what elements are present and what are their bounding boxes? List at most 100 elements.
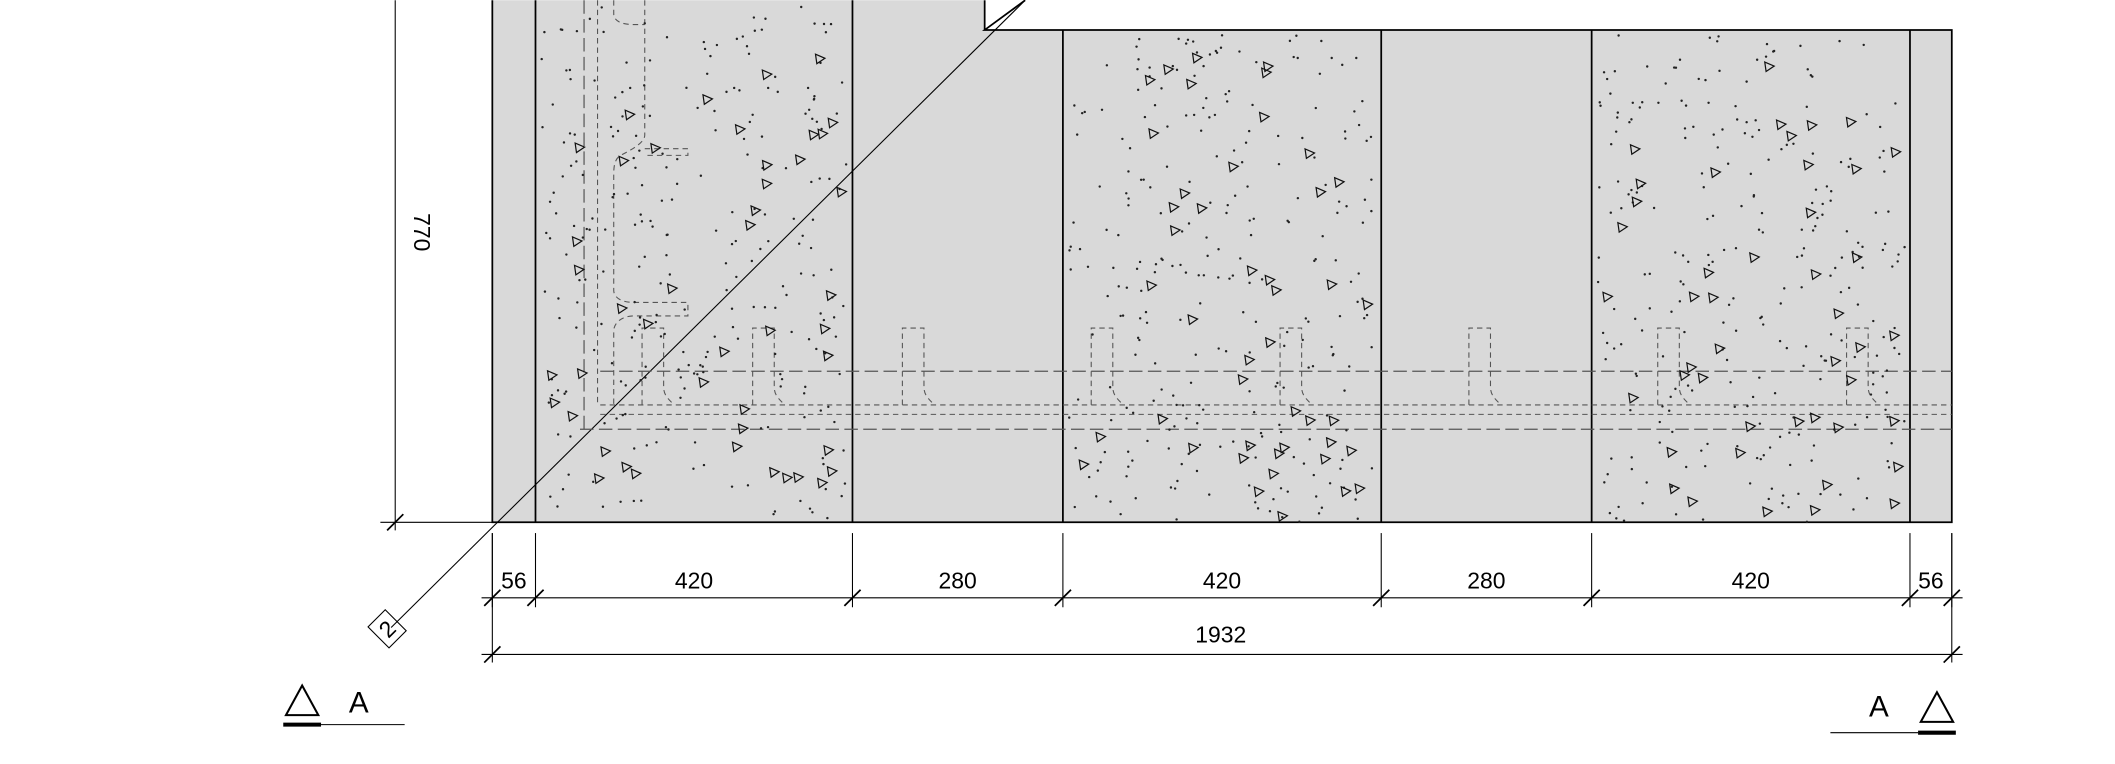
aggregate-dot [1094, 495, 1098, 498]
aggregate-dot [731, 210, 734, 214]
aggregate-dot [1862, 43, 1865, 47]
aggregate-stone [702, 93, 714, 106]
aggregate-dot [1746, 404, 1749, 408]
aggregate-stone [761, 159, 774, 172]
aggregate-stone [1179, 188, 1191, 200]
aggregate-dot [1121, 137, 1124, 141]
aggregate-stone [616, 302, 629, 315]
aggregate-dot [1345, 429, 1348, 432]
hidden-rib [1279, 327, 1313, 406]
aggregate-dot [818, 177, 821, 180]
aggregate-dot [1829, 199, 1832, 202]
aggregate-dot [1770, 487, 1774, 490]
aggregate-dot [679, 396, 682, 399]
ribs [641, 327, 1880, 406]
aggregate-dot [1711, 260, 1714, 264]
aggregate-stone [1253, 486, 1266, 498]
aggregate-dot [1616, 111, 1620, 114]
aggregate-dot [1231, 274, 1235, 277]
aggregate-stone [1707, 292, 1720, 304]
aggregate-dot [844, 163, 848, 166]
aggregate-dot [1682, 283, 1685, 286]
aggregate-dot [809, 246, 813, 250]
aggregate-dot [551, 103, 554, 106]
aggregate-dot [569, 77, 572, 81]
aggregate-dot [540, 57, 543, 61]
aggregate-dot [801, 234, 804, 237]
aggregate-dot [619, 380, 623, 383]
aggregate-dot [1176, 479, 1179, 483]
aggregate-stone [1346, 445, 1358, 457]
aggregate-dot [785, 293, 788, 297]
aggregate-dot [1314, 258, 1317, 261]
aggregate-dot [1598, 186, 1601, 189]
aggregate-dot [1317, 512, 1321, 515]
aggregate-dot [1244, 141, 1248, 144]
aggregate-dot [1614, 130, 1618, 133]
aggregate-dot [699, 364, 702, 367]
aggregate-dot [562, 141, 566, 144]
aggregate-dot [1617, 34, 1620, 37]
aggregate-stone [750, 204, 762, 217]
aggregate-dot [692, 467, 695, 470]
aggregate-dot [573, 133, 576, 136]
aggregate-dot [1839, 160, 1843, 164]
aggregate-stone [814, 53, 827, 65]
aggregate-stone [1679, 369, 1691, 382]
aggregate-dot [568, 68, 572, 72]
aggregate-dot [1168, 428, 1171, 431]
aggregate-dot [572, 224, 576, 228]
aggregate-dot [772, 512, 775, 516]
aggregate-stone [1735, 447, 1747, 459]
aggregate-dot [552, 191, 555, 194]
aggregate-dot [1288, 39, 1292, 43]
aggregate-dot [1759, 457, 1763, 461]
aggregate-dot [1171, 264, 1174, 268]
aggregate-dot [1247, 445, 1250, 448]
aggregate-dot [1757, 228, 1761, 231]
aggregate-stone [1237, 373, 1250, 386]
aggregate-dot [1334, 259, 1337, 262]
aggregate-dot [1887, 466, 1891, 469]
aggregate-dot [1646, 65, 1649, 68]
section-marker-right: A [1830, 690, 1956, 735]
aggregate-dot [1320, 506, 1324, 509]
aggregate-stone [744, 219, 757, 232]
aggregate-stone [576, 367, 589, 380]
aggregate-dot [554, 212, 558, 215]
aggregate-dot [632, 499, 636, 503]
aggregate-dot [1628, 120, 1631, 124]
aggregate-stone [769, 466, 781, 479]
aggregate-dot [1283, 344, 1286, 348]
aggregate-dot [1797, 433, 1801, 436]
aggregate-dot [745, 45, 749, 48]
aggregate-dot [633, 329, 636, 333]
aggregate-dot [665, 166, 668, 169]
aggregate-dot [640, 220, 644, 223]
aggregate-dot [1247, 484, 1251, 487]
aggregate-stone [1845, 374, 1858, 387]
aggregate-dot [628, 86, 632, 90]
aggregate-dot [1886, 459, 1889, 463]
aggregate-dot [1205, 236, 1208, 239]
aggregate-dot [1674, 387, 1677, 391]
aggregate-stone [827, 117, 839, 129]
aggregate-dot [829, 22, 833, 26]
aggregate-dot [1878, 156, 1881, 159]
aggregate-stone [1270, 284, 1283, 297]
aggregate-dot [779, 385, 782, 388]
aggregate-stone [1258, 111, 1271, 123]
aggregate-dot [1343, 389, 1346, 392]
aggregate-dot [713, 109, 716, 113]
aggregate-dot [1612, 347, 1616, 350]
aggregate-dot [1260, 435, 1264, 438]
aggregate-dot [1641, 502, 1644, 505]
aggregate-dot [1160, 388, 1163, 391]
dim-tick [1372, 589, 1390, 607]
aggregate-dot [1814, 224, 1817, 228]
aggregate-dot [1119, 314, 1122, 318]
aggregate-dot [1125, 406, 1128, 410]
aggregate-stone [1325, 436, 1338, 449]
aggregate-dot [1631, 101, 1634, 105]
aggregate-dot [779, 372, 782, 376]
